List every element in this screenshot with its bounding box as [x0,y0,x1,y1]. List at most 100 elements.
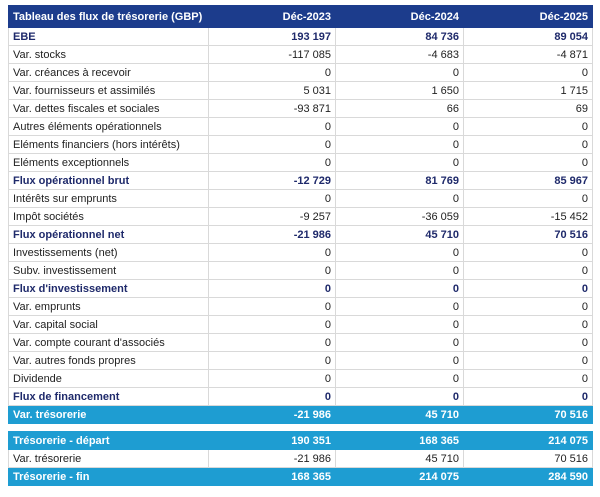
cell-value: 0 [335,189,464,208]
row-label: Investissements (net) [8,243,209,262]
table-row: Flux opérationnel net -21 986 45 710 70 516 [8,225,593,244]
cell-value: 0 [208,243,336,262]
cell-value: 0 [463,369,593,388]
cell-value: 0 [463,333,593,352]
cell-value: 0 [335,351,464,370]
row-label: Var. autres fonds propres [8,351,209,370]
row-label: Var. créances à recevoir [8,63,209,82]
cell-value: 70 516 [463,225,593,244]
cell-value: 0 [335,261,464,280]
row-label: EBE [8,27,209,46]
cell-value: 0 [208,351,336,370]
table-row: Trésorerie - départ 190 351 168 365 214 075 [8,431,593,450]
table-row: Subv. investissement 0 0 0 [8,261,593,280]
row-label: Var. compte courant d'associés [8,333,209,352]
cell-value: 284 590 [463,467,593,486]
table-row: Var. trésorerie -21 986 45 710 70 516 [8,449,593,468]
cell-value: 0 [463,279,593,298]
row-label: Trésorerie - fin [8,467,209,486]
cell-value: 0 [463,387,593,406]
cell-value: 0 [335,279,464,298]
table-row: EBE 193 197 84 736 89 054 [8,27,593,46]
cell-value: 0 [208,369,336,388]
cell-value: 0 [335,117,464,136]
table-row: Flux opérationnel brut -12 729 81 769 85 96… [8,171,593,190]
cell-value: -36 059 [335,207,464,226]
table-row: Var. stocks -117 085 -4 683 -4 871 [8,45,593,64]
cell-value: -21 986 [208,405,336,424]
table-row: Eléments financiers (hors intérêts) 0 0 0 [8,135,593,154]
cell-value: 214 075 [335,467,464,486]
cell-value: 45 710 [335,405,464,424]
table-row: Var. autres fonds propres 0 0 0 [8,351,593,370]
cell-value: 0 [335,153,464,172]
table-row: Var. fournisseurs et assimilés 5 031 1 650… [8,81,593,100]
cell-value: -117 085 [208,45,336,64]
row-label: Var. dettes fiscales et sociales [8,99,209,118]
cell-value: 0 [335,63,464,82]
cell-value: 0 [208,279,336,298]
column-header: Déc-2024 [335,5,464,28]
cell-value: 0 [208,297,336,316]
cell-value: 66 [335,99,464,118]
table-row: Var. trésorerie -21 986 45 710 70 516 [8,405,593,424]
cell-value: 0 [208,63,336,82]
cell-value: 89 054 [463,27,593,46]
cell-value: 0 [463,117,593,136]
table-row: Eléments exceptionnels 0 0 0 [8,153,593,172]
row-label: Eléments exceptionnels [8,153,209,172]
cell-value: 70 516 [463,449,593,468]
row-label: Var. emprunts [8,297,209,316]
cell-value: 0 [335,135,464,154]
row-label: Impôt sociétés [8,207,209,226]
cell-value: 0 [463,63,593,82]
cell-value: 84 736 [335,27,464,46]
cash-flow-table: Tableau des flux de trésorerie (GBP) Déc… [8,5,593,486]
cell-value: 168 365 [335,431,464,450]
cell-value: 5 031 [208,81,336,100]
row-label: Eléments financiers (hors intérêts) [8,135,209,154]
cell-value: 0 [463,261,593,280]
row-label: Var. capital social [8,315,209,334]
cell-value: 0 [463,189,593,208]
cell-value: 0 [463,351,593,370]
cell-value: 1 715 [463,81,593,100]
table-row: Var. capital social 0 0 0 [8,315,593,334]
row-label: Intérêts sur emprunts [8,189,209,208]
cell-value: 0 [463,315,593,334]
cell-value: -9 257 [208,207,336,226]
cell-value: 168 365 [208,467,336,486]
table-row: Trésorerie - fin 168 365 214 075 284 590 [8,467,593,486]
cell-value: -4 871 [463,45,593,64]
row-label: Flux opérationnel net [8,225,209,244]
cell-value: 45 710 [335,225,464,244]
column-header: Déc-2025 [463,5,593,28]
table-row: Dividende 0 0 0 [8,369,593,388]
cell-value: 0 [463,243,593,262]
table-row: Impôt sociétés -9 257 -36 059 -15 452 [8,207,593,226]
cell-value: 45 710 [335,449,464,468]
cell-value: 0 [463,135,593,154]
column-header: Déc-2023 [208,5,336,28]
cell-value: 0 [335,297,464,316]
row-label: Var. trésorerie [8,405,209,424]
cell-value: 85 967 [463,171,593,190]
cell-value: 0 [208,261,336,280]
cell-value: 0 [208,387,336,406]
cell-value: -93 871 [208,99,336,118]
header-title: Tableau des flux de trésorerie (GBP) [8,5,209,28]
table-row: Var. dettes fiscales et sociales -93 871 6… [8,99,593,118]
table-row: Var. emprunts 0 0 0 [8,297,593,316]
cell-value: 190 351 [208,431,336,450]
cell-value: 0 [463,297,593,316]
row-label: Dividende [8,369,209,388]
table-row: Flux de financement 0 0 0 [8,387,593,406]
cell-value: 0 [335,387,464,406]
cell-value: -12 729 [208,171,336,190]
table-row: Investissements (net) 0 0 0 [8,243,593,262]
row-label: Trésorerie - départ [8,431,209,450]
cell-value: 0 [335,315,464,334]
cell-value: -21 986 [208,225,336,244]
table-row: Intérêts sur emprunts 0 0 0 [8,189,593,208]
